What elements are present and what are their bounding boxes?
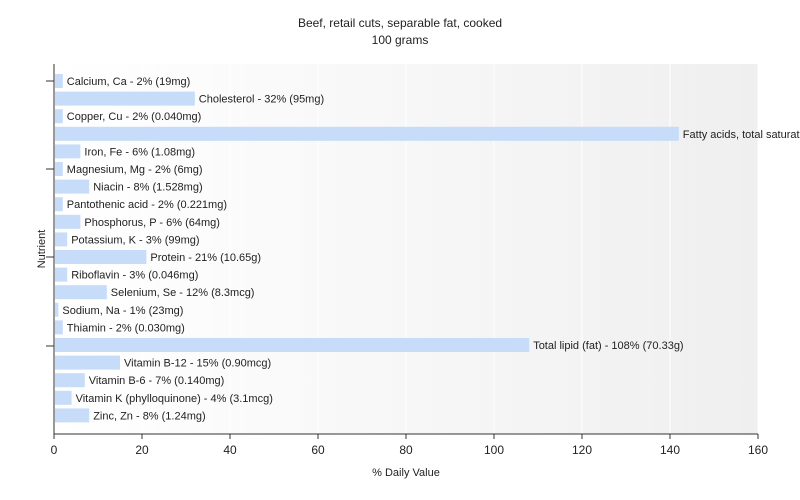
x-tick-label: 100 <box>484 443 504 457</box>
bar <box>55 144 81 159</box>
x-tick-label: 40 <box>223 443 237 457</box>
bar-label: Riboflavin - 3% (0.046mg) <box>71 270 198 282</box>
bar-label: Phosphorus, P - 6% (64mg) <box>84 217 220 229</box>
bar-label: Calcium, Ca - 2% (19mg) <box>67 76 190 88</box>
bar-label: Magnesium, Mg - 2% (6mg) <box>67 164 203 176</box>
bar <box>55 232 68 247</box>
bar-label: Vitamin K (phylloquinone) - 4% (3.1mcg) <box>76 393 273 405</box>
bar <box>55 109 63 124</box>
bar-label: Protein - 21% (10.65g) <box>150 252 261 264</box>
bar <box>55 197 63 212</box>
bar <box>55 302 59 317</box>
bar <box>55 162 63 176</box>
x-axis-ticks: 0 20 40 60 80 100 120 140 160 <box>51 434 768 457</box>
bar <box>55 320 63 335</box>
bar-label: Potassium, K - 3% (99mg) <box>71 234 199 246</box>
x-tick-label: 120 <box>572 443 592 457</box>
bar-label: Thiamin - 2% (0.030mg) <box>67 322 185 334</box>
bar <box>55 126 679 141</box>
bar <box>55 91 195 106</box>
bar <box>55 373 85 388</box>
x-tick-label: 60 <box>311 443 325 457</box>
bars <box>55 74 679 423</box>
x-tick-label: 0 <box>51 443 58 457</box>
bar-label: Total lipid (fat) - 108% (70.33g) <box>533 340 683 352</box>
bar-label: Cholesterol - 32% (95mg) <box>199 94 324 106</box>
bar <box>55 408 90 423</box>
bar-label: Niacin - 8% (1.528mg) <box>93 182 202 194</box>
bar <box>55 338 530 352</box>
bar-label: Vitamin B-12 - 15% (0.90mcg) <box>124 358 271 370</box>
bar <box>55 390 72 405</box>
y-axis-title: Nutrient <box>36 230 48 269</box>
x-tick-label: 160 <box>748 443 768 457</box>
bar <box>55 214 81 229</box>
bar <box>55 285 107 300</box>
x-tick-label: 20 <box>135 443 149 457</box>
bar <box>55 74 63 88</box>
bar-label: Selenium, Se - 12% (8.3mcg) <box>111 287 255 299</box>
bar <box>55 355 120 370</box>
bar-label: Pantothenic acid - 2% (0.221mg) <box>67 199 227 211</box>
x-axis-title: % Daily Value <box>372 467 440 479</box>
bar-label: Zinc, Zn - 8% (1.24mg) <box>93 410 205 422</box>
x-tick-label: 80 <box>399 443 413 457</box>
bar-labels: Calcium, Ca - 2% (19mg) Cholesterol - 32%… <box>62 76 800 422</box>
bar-label: Copper, Cu - 2% (0.040mg) <box>67 111 202 123</box>
bar-label: Sodium, Na - 1% (23mg) <box>62 305 183 317</box>
bar-label: Vitamin B-6 - 7% (0.140mg) <box>89 375 225 387</box>
chart-title: Beef, retail cuts, separable fat, cooked <box>298 16 502 30</box>
bar-label: Fatty acids, total saturated - 142% (28.… <box>683 129 800 141</box>
x-tick-label: 140 <box>660 443 680 457</box>
bar <box>55 179 90 194</box>
bar <box>55 250 147 264</box>
chart-subtitle: 100 grams <box>372 33 429 47</box>
bar <box>55 267 68 282</box>
grid-lines <box>141 64 759 434</box>
bar-label: Iron, Fe - 6% (1.08mg) <box>84 146 195 158</box>
